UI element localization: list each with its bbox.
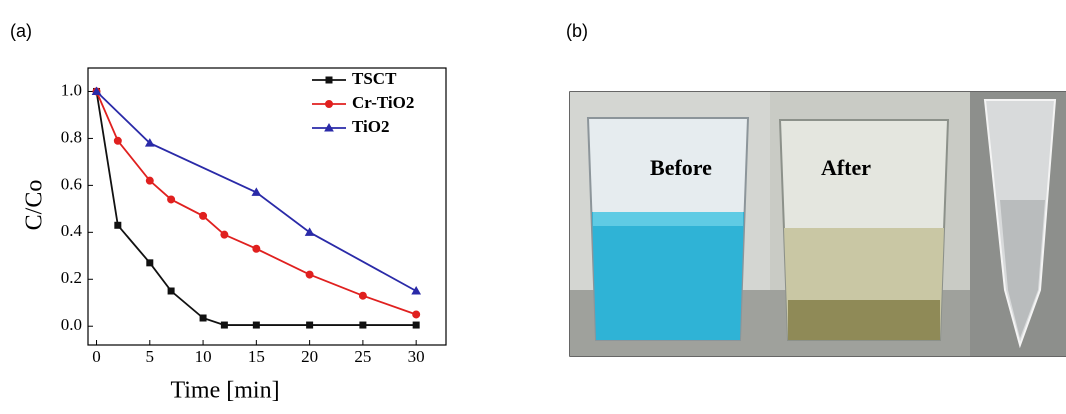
panel-label: (a) [10, 21, 32, 41]
data-point [253, 322, 259, 328]
y-tick-label: 1.0 [61, 80, 82, 99]
legend-label: Cr-TiO2 [352, 93, 414, 112]
legend-label: TiO2 [352, 117, 389, 136]
y-tick-label: 0.0 [61, 315, 82, 334]
data-point [114, 137, 121, 144]
photo-label: Before [650, 155, 712, 180]
data-point [412, 287, 420, 294]
y-tick-label: 0.6 [61, 174, 82, 193]
data-point [168, 288, 174, 294]
data-point [221, 322, 227, 328]
y-tick-label: 0.4 [61, 221, 83, 240]
y-axis-label: C/Co [22, 180, 48, 231]
data-point [200, 212, 207, 219]
x-tick-label: 30 [408, 347, 425, 366]
data-point [307, 322, 313, 328]
y-tick-label: 0.2 [61, 268, 82, 287]
data-point [221, 231, 228, 238]
data-point [146, 177, 153, 184]
photo [570, 92, 1066, 356]
x-tick-label: 5 [146, 347, 155, 366]
photo-label: After [821, 155, 871, 180]
x-axis-label: Time [min] [170, 378, 279, 404]
panel-label: (b) [566, 21, 588, 41]
data-point [115, 222, 121, 228]
data-point [359, 292, 366, 299]
data-point [253, 245, 260, 252]
x-tick-label: 15 [248, 347, 265, 366]
data-point [147, 260, 153, 266]
x-tick-label: 20 [301, 347, 318, 366]
data-point [360, 322, 366, 328]
legend-marker [326, 77, 332, 83]
data-point [306, 271, 313, 278]
legend-marker [326, 101, 333, 108]
x-tick-label: 25 [354, 347, 371, 366]
data-point [200, 315, 206, 321]
data-point [413, 311, 420, 318]
y-tick-label: 0.8 [61, 127, 82, 146]
x-tick-label: 10 [195, 347, 212, 366]
figure: (a) (b) Time [min] C/Co Before After 0 5 1… [0, 0, 1066, 414]
data-point [413, 322, 419, 328]
data-point [168, 196, 175, 203]
legend-label: TSCT [352, 69, 397, 88]
x-tick-label: 0 [92, 347, 101, 366]
